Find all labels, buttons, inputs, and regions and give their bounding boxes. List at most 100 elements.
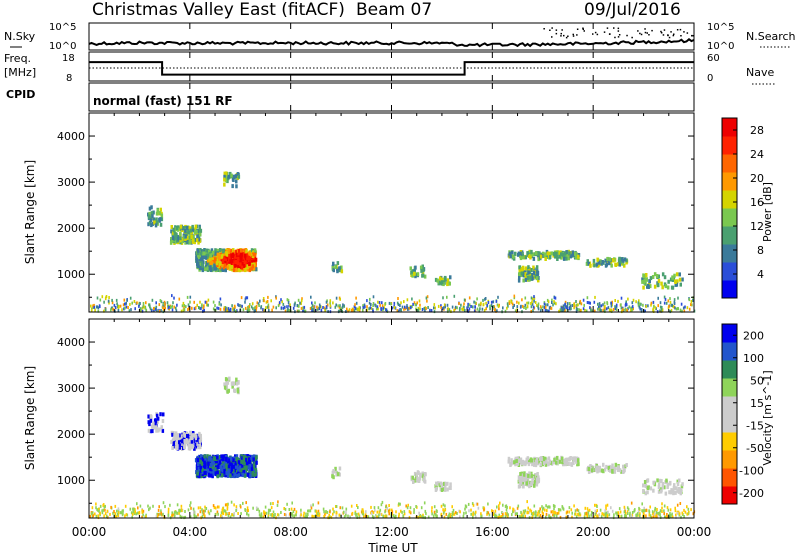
- range-cell: [527, 462, 531, 467]
- range-cell: [237, 251, 240, 256]
- range-cell: [555, 514, 558, 518]
- range-cell: [498, 504, 500, 508]
- range-cell: [507, 456, 511, 461]
- range-cell: [605, 511, 608, 515]
- range-cell: [198, 431, 201, 436]
- range-cell: [661, 272, 665, 277]
- range-cell: [496, 309, 498, 313]
- range-cell: [131, 512, 134, 516]
- range-cell: [537, 475, 540, 480]
- range-cell: [459, 510, 461, 514]
- range-cell: [562, 308, 564, 312]
- range-cell: [584, 506, 587, 510]
- range-cell: [196, 264, 200, 268]
- range-cell: [531, 476, 535, 480]
- range-cell: [499, 501, 501, 505]
- range-cell: [338, 472, 341, 477]
- range-cell: [138, 303, 140, 307]
- range-cell: [570, 307, 572, 311]
- range-cell: [458, 308, 461, 312]
- range-cell: [205, 248, 208, 253]
- range-cell: [195, 515, 198, 519]
- range-cell: [230, 467, 234, 472]
- range-cell: [313, 515, 315, 519]
- range-cell: [519, 515, 522, 519]
- range-cell: [239, 262, 242, 267]
- range-cell: [219, 255, 222, 259]
- range-cell: [687, 512, 690, 516]
- range-cell: [234, 260, 238, 264]
- range-cell: [149, 414, 153, 419]
- range-cell: [373, 506, 376, 510]
- range-cell: [271, 308, 273, 312]
- range-cell: [175, 441, 178, 446]
- range-cell: [304, 515, 306, 519]
- time-axis: 00:00 04:00 08:00 12:00 16:00 20:00 00:00: [72, 23, 711, 539]
- range-cell: [422, 268, 425, 273]
- range-cell: [357, 512, 360, 516]
- range-cell: [669, 480, 672, 485]
- range-cell: [646, 478, 650, 483]
- range-cell: [269, 508, 272, 512]
- range-cell: [670, 285, 674, 290]
- range-cell: [606, 514, 609, 517]
- range-cell: [621, 261, 625, 266]
- range-cell: [365, 510, 367, 514]
- range-cell: [230, 500, 233, 504]
- range-cell: [310, 504, 312, 508]
- range-cell: [403, 307, 405, 311]
- range-cell: [656, 478, 659, 483]
- range-cell: [589, 301, 591, 305]
- range-cell: [598, 465, 602, 470]
- range-cell: [151, 425, 154, 430]
- range-cell: [205, 260, 209, 265]
- range-cell: [108, 301, 110, 305]
- range-cell: [574, 509, 577, 513]
- range-cell: [618, 258, 622, 263]
- range-cell: [224, 258, 227, 263]
- range-cell: [111, 298, 113, 302]
- range-cell: [209, 253, 212, 258]
- range-cell: [214, 456, 217, 461]
- range-cell: [540, 309, 542, 313]
- range-cell: [553, 296, 556, 300]
- range-cell: [530, 473, 533, 478]
- range-cell: [433, 303, 436, 307]
- range-cell: [679, 488, 683, 492]
- range-cell: [624, 507, 626, 511]
- range-cell: [295, 510, 298, 514]
- range-cell: [207, 298, 210, 302]
- range-cell: [210, 260, 214, 265]
- range-cell: [679, 502, 682, 505]
- range-cell: [251, 470, 255, 475]
- range-cell: [521, 267, 525, 272]
- range-cell: [615, 303, 618, 307]
- range-cell: [188, 446, 191, 451]
- power-colorbar-label: Power [dB]: [761, 182, 774, 242]
- range-cell: [630, 514, 633, 518]
- range-cell: [656, 283, 660, 288]
- range-cell: [454, 305, 457, 309]
- range-cell: [181, 304, 184, 308]
- range-cell: [600, 515, 603, 519]
- range-cell: [324, 513, 326, 517]
- range-cell: [196, 251, 199, 256]
- range-cell: [367, 515, 370, 519]
- range-cell: [235, 179, 238, 184]
- range-cell: [649, 486, 653, 491]
- range-cell: [401, 510, 403, 514]
- range-cell: [443, 481, 446, 486]
- range-cell: [447, 309, 449, 313]
- range-cell: [630, 308, 632, 312]
- range-cell: [210, 473, 213, 478]
- range-cell: [377, 514, 380, 518]
- range-cell: [172, 233, 175, 238]
- range-cell: [155, 211, 159, 216]
- range-cell: [254, 257, 258, 262]
- range-cell: [300, 299, 303, 303]
- range-cell: [497, 295, 499, 299]
- range-cell: [564, 302, 566, 306]
- range-cell: [536, 270, 540, 275]
- range-cell: [517, 278, 521, 283]
